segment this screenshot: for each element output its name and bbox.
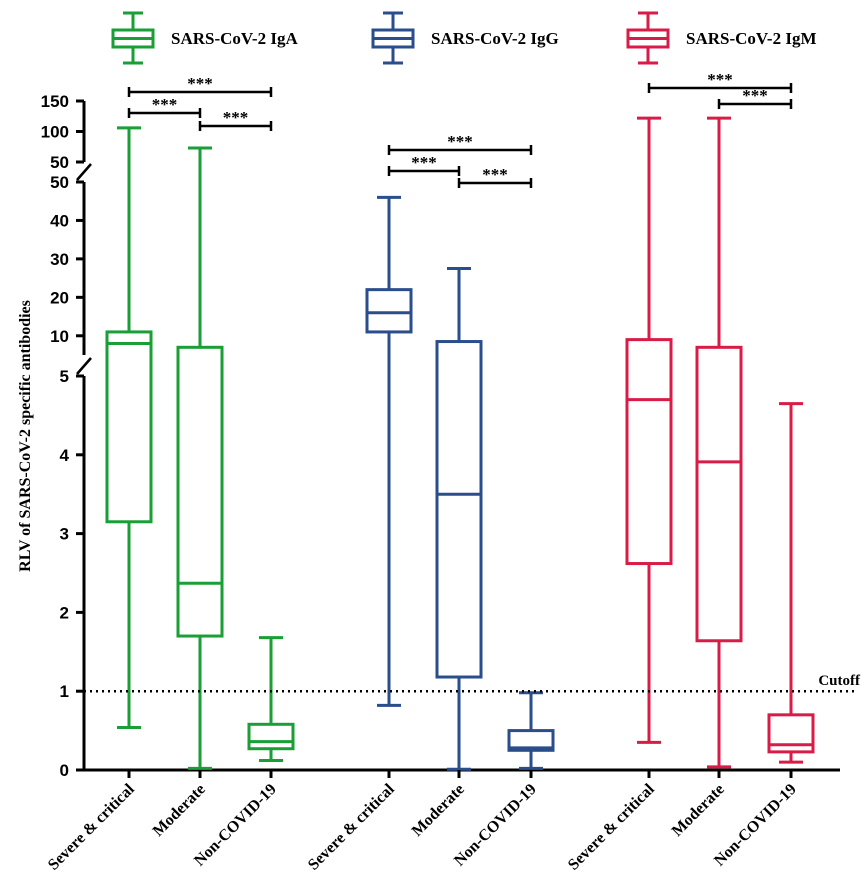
x-tick-label: Moderate [150,781,209,840]
x-tick-label: Moderate [669,781,728,840]
y-axis-label: RLV of SARS-CoV-2 specific antibodies [17,300,34,572]
axis-break-mark [76,357,92,375]
significance-label: *** [482,165,508,184]
significance-label: *** [707,70,733,89]
y-tick-label: 50 [50,173,69,192]
legend-label: SARS-CoV-2 IgG [431,29,559,48]
legend-label: SARS-CoV-2 IgM [686,29,817,48]
y-tick-label: 4 [60,446,70,465]
y-tick-label: 10 [50,327,69,346]
y-tick-label: 3 [60,525,69,544]
box-iqr [365,288,413,334]
significance-label: *** [187,74,213,93]
x-tick-label: Severe & critical [305,780,398,873]
box-iqr [767,713,815,754]
box-iqr [247,722,295,751]
significance-label: *** [411,153,437,172]
y-tick-label: 1 [60,682,69,701]
significance-label: *** [223,108,249,127]
y-tick-label: 30 [50,250,69,269]
box-iqr [625,338,673,566]
significance-label: *** [152,95,178,114]
box-iqr [435,340,483,679]
x-tick-label: Moderate [409,781,468,840]
y-tick-label: 100 [41,123,69,142]
y-tick-label: 20 [50,288,69,307]
y-tick-label: 5 [60,367,69,386]
box-iqr [176,345,224,638]
box-iqr [695,345,743,643]
y-tick-label: 150 [41,92,69,111]
box-iqr [105,330,153,524]
x-tick-label: Severe & critical [45,780,138,873]
box-iqr [507,729,555,752]
y-tick-label: 0 [60,761,69,780]
significance-label: *** [447,132,473,151]
x-tick-label: Severe & critical [565,780,658,873]
legend-label: SARS-CoV-2 IgA [171,29,298,48]
significance-label: *** [742,86,768,105]
y-tick-label: 2 [60,603,69,622]
cutoff-label: Cutoff [818,673,861,689]
axis-break-mark [76,163,92,181]
y-tick-label: 40 [50,211,69,230]
y-tick-label: 50 [50,153,69,172]
